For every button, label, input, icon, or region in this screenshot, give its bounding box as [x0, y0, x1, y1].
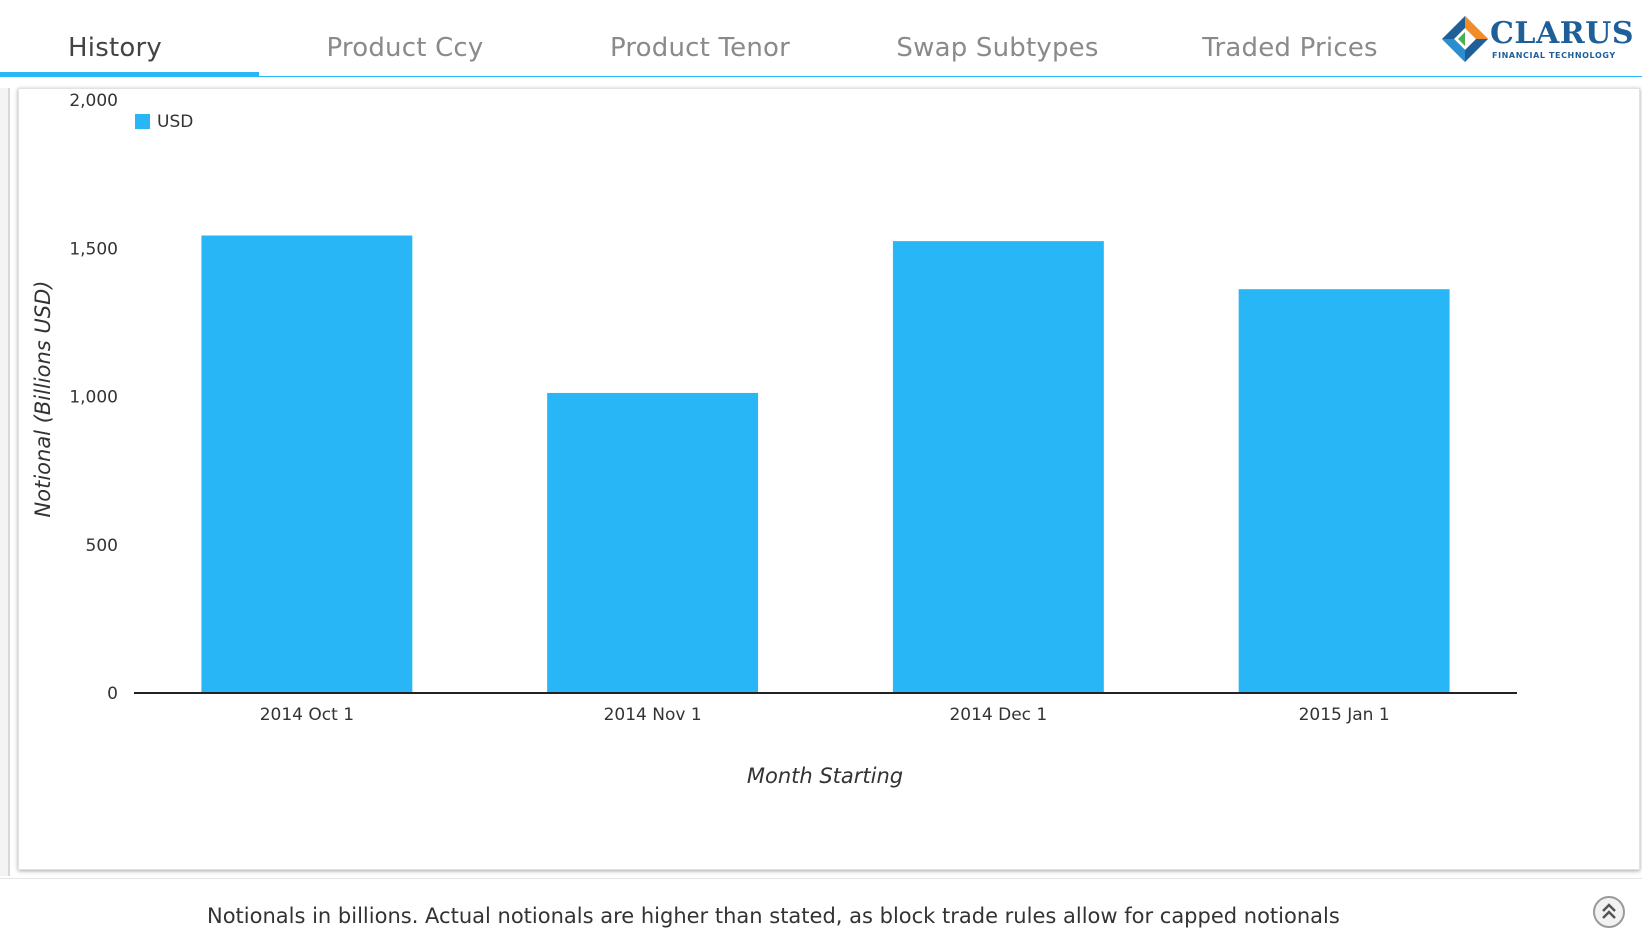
bar-series-usd: [201, 235, 1450, 694]
tab-traded-prices[interactable]: Traded Prices: [1202, 33, 1378, 63]
active-tab-indicator: [0, 72, 259, 77]
footer-divider: [0, 878, 1642, 879]
y-tick-label: 1,500: [69, 239, 118, 259]
double-chevron-up-icon: [1602, 903, 1616, 919]
bar-chart: 0 500 1,000 1,500 2,000 2014 Oct 1 2014 Nov 1…: [31, 91, 1517, 788]
tab-swap-subtypes[interactable]: Swap Subtypes: [896, 33, 1099, 63]
footnote: Notionals in billions. Actual notionals …: [207, 904, 1340, 928]
y-tick-label: 2,000: [69, 91, 118, 111]
chart-panel: 0 500 1,000 1,500 2,000 2014 Oct 1 2014 Nov 1…: [18, 88, 1640, 870]
y-tick-label: 500: [86, 536, 118, 556]
y-tick-label: 1,000: [69, 388, 118, 408]
side-panel-edge: [0, 88, 10, 876]
legend-label-usd: USD: [157, 112, 193, 132]
x-axis-ticks: 2014 Oct 1 2014 Nov 1 2014 Dec 1 2015 Jan 1: [260, 705, 1390, 725]
y-tick-label: 0: [107, 684, 118, 704]
tab-bar: History Product Ccy Product Tenor Swap S…: [0, 0, 1642, 77]
tab-product-tenor[interactable]: Product Tenor: [609, 33, 791, 63]
tab-history[interactable]: History: [68, 33, 162, 63]
x-tick-label: 2014 Oct 1: [260, 705, 354, 725]
x-tick-label: 2015 Jan 1: [1299, 705, 1390, 725]
x-tick-label: 2014 Dec 1: [949, 705, 1047, 725]
x-axis-label: Month Starting: [747, 764, 903, 788]
clarus-logo[interactable]: CLARUS FINANCIAL TECHNOLOGY: [1440, 14, 1636, 64]
tab-bar-divider: [0, 76, 1642, 77]
x-tick-label: 2014 Nov 1: [604, 705, 702, 725]
legend-swatch-usd: [135, 114, 150, 129]
scroll-to-top-button[interactable]: [1593, 896, 1625, 928]
bar[interactable]: [1238, 289, 1450, 693]
logo-tagline: FINANCIAL TECHNOLOGY: [1492, 51, 1616, 60]
bar[interactable]: [892, 241, 1104, 693]
bar[interactable]: [547, 392, 759, 693]
logo-name: CLARUS: [1490, 16, 1635, 51]
bar[interactable]: [201, 235, 413, 694]
clarus-diamond-icon: [1442, 16, 1488, 62]
y-axis-label: Notional (Billions USD): [31, 281, 55, 518]
y-axis-ticks: 0 500 1,000 1,500 2,000: [69, 91, 118, 704]
tab-product-ccy[interactable]: Product Ccy: [326, 33, 484, 63]
legend[interactable]: USD: [135, 112, 193, 132]
